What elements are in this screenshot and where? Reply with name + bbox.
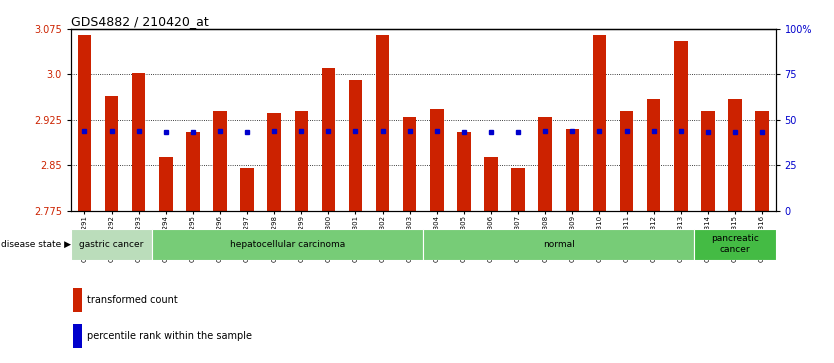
Bar <box>701 111 715 211</box>
Bar <box>240 168 254 211</box>
Text: hepatocellular carcinoma: hepatocellular carcinoma <box>230 240 345 249</box>
Bar <box>105 95 118 211</box>
Text: disease state ▶: disease state ▶ <box>1 240 71 249</box>
Bar <box>268 113 281 211</box>
Bar <box>73 288 82 312</box>
Bar <box>403 117 416 211</box>
Bar <box>71 229 152 260</box>
Bar <box>132 73 145 211</box>
Bar <box>674 41 687 211</box>
Text: GDS4882 / 210420_at: GDS4882 / 210420_at <box>71 15 208 28</box>
Bar <box>186 132 199 211</box>
Text: percentile rank within the sample: percentile rank within the sample <box>87 331 252 341</box>
Bar <box>349 81 362 211</box>
Bar <box>214 111 227 211</box>
Bar <box>376 35 389 211</box>
Text: gastric cancer: gastric cancer <box>79 240 143 249</box>
Bar <box>152 229 424 260</box>
Bar <box>294 111 308 211</box>
Bar <box>593 35 606 211</box>
Bar <box>756 111 769 211</box>
Text: transformed count: transformed count <box>87 295 178 305</box>
Bar <box>539 117 552 211</box>
Bar <box>511 168 525 211</box>
Bar <box>728 99 741 211</box>
Bar <box>424 229 694 260</box>
Bar <box>78 35 91 211</box>
Bar <box>647 99 661 211</box>
Bar <box>73 324 82 348</box>
Text: pancreatic
cancer: pancreatic cancer <box>711 234 759 254</box>
Bar <box>322 68 335 211</box>
Bar <box>565 129 579 211</box>
Bar <box>694 229 776 260</box>
Bar <box>620 111 633 211</box>
Bar <box>430 109 444 211</box>
Bar <box>159 157 173 211</box>
Text: normal: normal <box>543 240 575 249</box>
Bar <box>457 132 470 211</box>
Bar <box>485 157 498 211</box>
